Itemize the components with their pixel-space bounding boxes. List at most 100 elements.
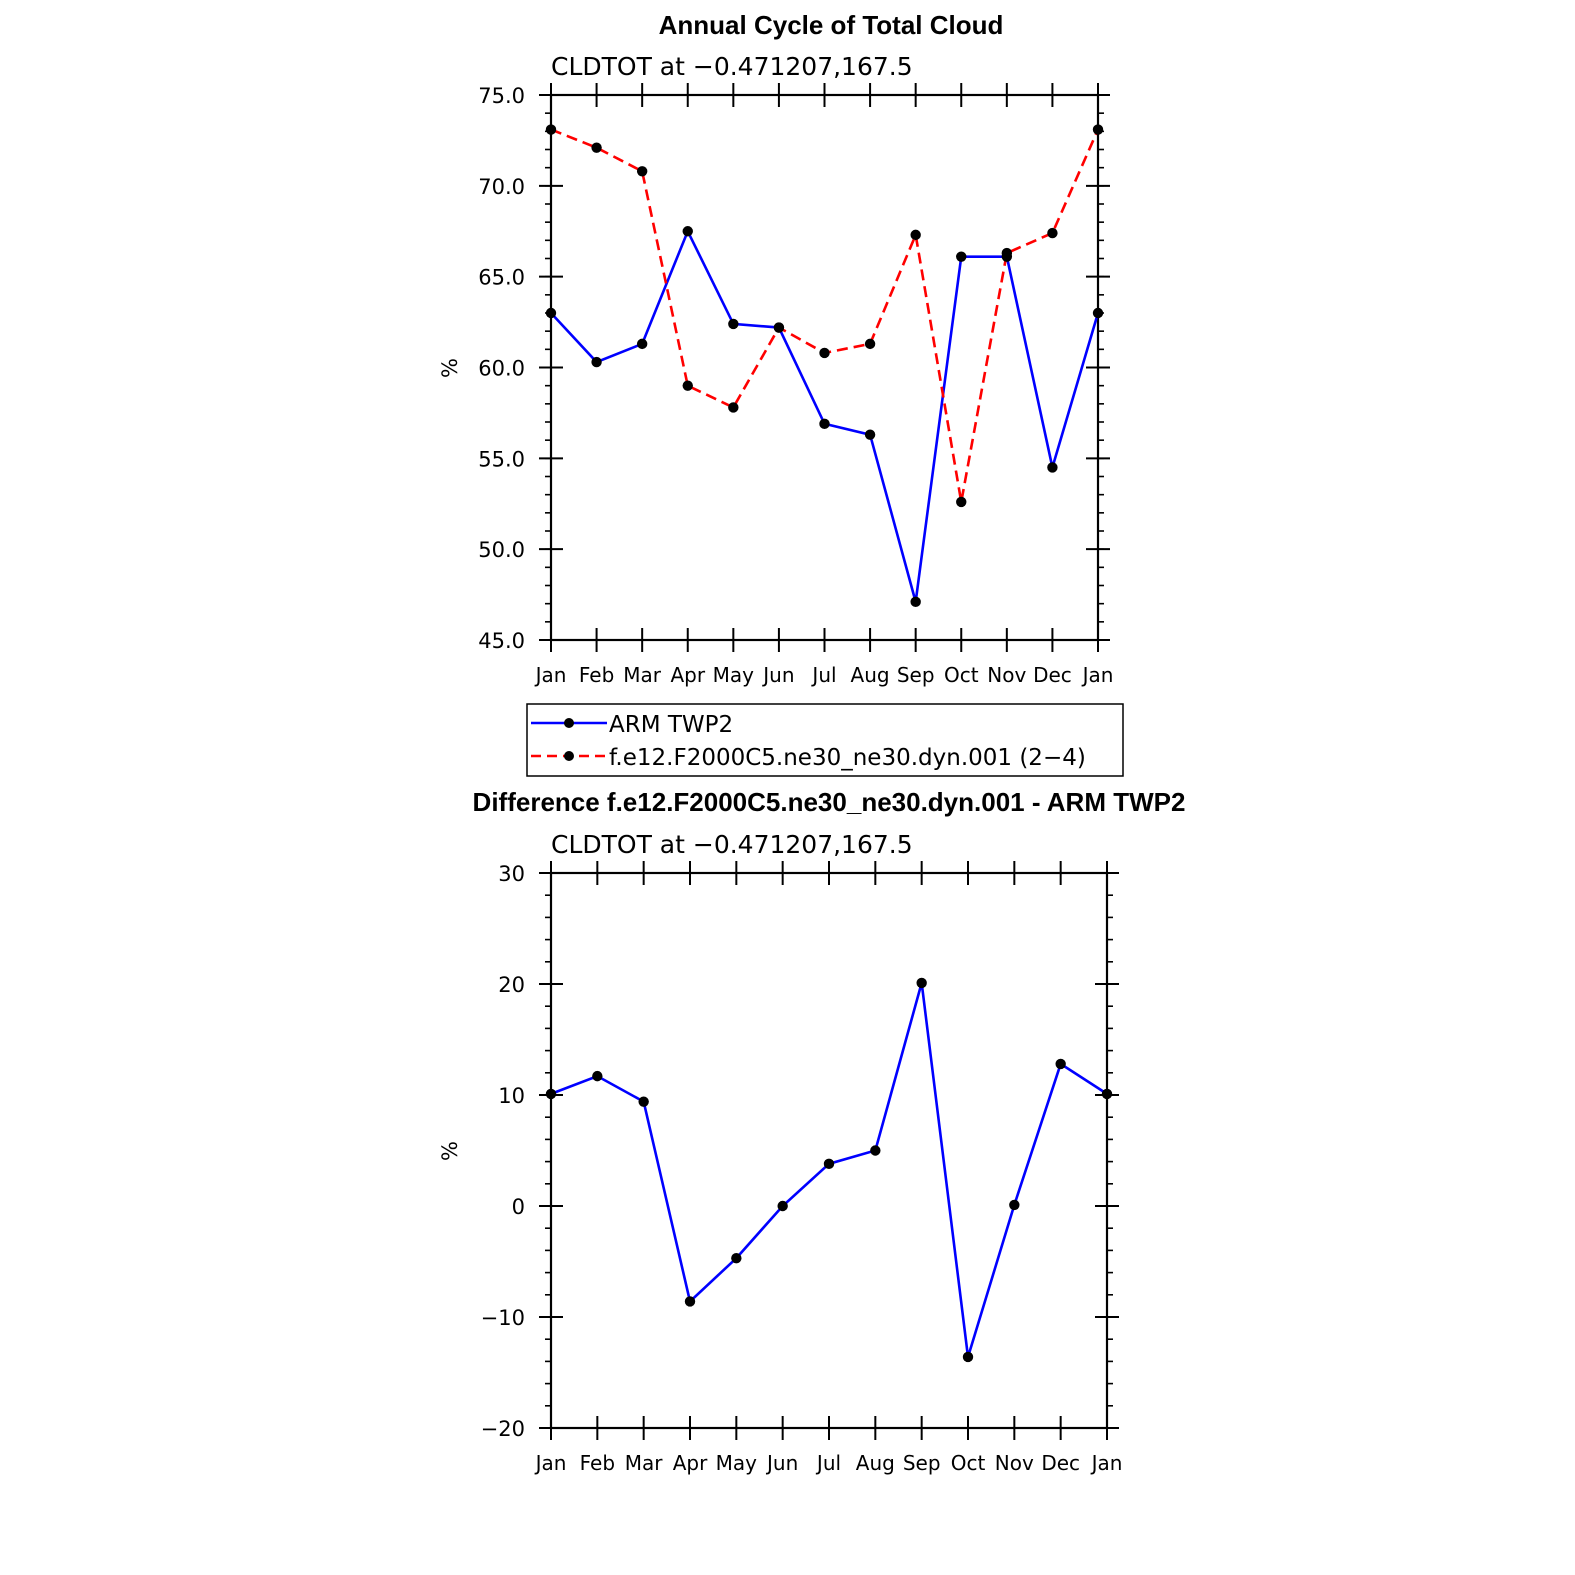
- y-tick-label: −20: [481, 1417, 525, 1441]
- data-point: [910, 229, 921, 241]
- plot-axes: [539, 83, 1110, 652]
- y-tick-label: 50.0: [478, 538, 525, 562]
- x-tick-label: Jan: [534, 663, 567, 687]
- x-tick-label: Jan: [534, 1451, 567, 1475]
- data-point: [1092, 307, 1104, 319]
- chart-subtitle: CLDTOT at −0.471207,167.5: [551, 830, 913, 859]
- x-tick-label: Oct: [951, 1451, 986, 1475]
- y-axis-label: %: [438, 1141, 462, 1161]
- y-tick-label: 45.0: [478, 629, 525, 653]
- data-point: [1055, 1058, 1066, 1070]
- series-layer: [545, 977, 1113, 1363]
- x-tick-label: Sep: [903, 1451, 941, 1475]
- data-point: [638, 1096, 649, 1107]
- data-point: [1001, 247, 1013, 259]
- data-point: [545, 124, 557, 135]
- x-tick-label: Feb: [580, 1451, 615, 1475]
- x-tick-label: Oct: [944, 663, 979, 687]
- x-tick-label: Jul: [815, 1451, 841, 1475]
- y-tick-label: 10: [498, 1084, 525, 1108]
- y-tick-label: 55.0: [478, 447, 525, 471]
- x-tick-label: May: [716, 1451, 758, 1475]
- data-point: [916, 977, 927, 989]
- x-tick-label: Apr: [670, 663, 705, 687]
- y-tick-label: 65.0: [478, 266, 525, 290]
- x-tick-label: Nov: [987, 663, 1026, 687]
- series-line: [550, 982, 1108, 1358]
- data-point: [962, 1351, 974, 1363]
- data-point: [823, 1158, 835, 1170]
- data-point: [1101, 1088, 1113, 1100]
- plot-frame: [549, 93, 1100, 642]
- data-point: [636, 166, 648, 177]
- data-point: [864, 429, 876, 440]
- tick-labels: 30 20 10 0 −10 −20 Jan Feb Mar Apr May Jun Jul Aug Sep…: [481, 862, 1123, 1475]
- legend-label-model: f.e12.F2000C5.ne30_ne30.dyn.001 (2−4): [609, 745, 1086, 771]
- y-axis-label: %: [438, 358, 462, 378]
- chart-title: Difference f.e12.F2000C5.ne30_ne30.dyn.0…: [473, 787, 1186, 817]
- data-point: [1047, 227, 1058, 239]
- data-point: [1092, 124, 1104, 135]
- x-tick-label: Dec: [1041, 1451, 1080, 1475]
- data-point: [682, 226, 693, 237]
- chart-subtitle: CLDTOT at −0.471207,167.5: [551, 52, 913, 81]
- tick-labels: 75.0 70.0 65.0 60.0 55.0 50.0 45.0 Jan Feb Mar Apr…: [478, 84, 1113, 687]
- x-tick-label: Sep: [897, 663, 935, 687]
- x-tick-label: Jun: [765, 1451, 798, 1475]
- x-tick-label: Jan: [1081, 663, 1114, 687]
- x-tick-label: May: [713, 663, 755, 687]
- x-tick-label: Apr: [673, 1451, 708, 1475]
- data-point: [773, 322, 785, 333]
- y-tick-label: 0: [512, 1195, 525, 1219]
- data-point: [1047, 462, 1058, 473]
- legend-label-arm: ARM TWP2: [609, 712, 733, 738]
- y-tick-label: 75.0: [478, 84, 525, 108]
- series-layer: [545, 124, 1104, 608]
- data-point: [545, 1088, 557, 1100]
- data-point: [592, 1070, 603, 1082]
- x-tick-label: Jan: [1090, 1451, 1123, 1475]
- series-line: [550, 128, 1100, 503]
- x-tick-label: Mar: [623, 663, 662, 687]
- x-tick-label: Mar: [625, 1451, 664, 1475]
- data-point: [728, 402, 739, 413]
- x-tick-label: Jun: [761, 663, 794, 687]
- x-tick-label: Aug: [851, 663, 890, 687]
- data-point: [864, 338, 876, 350]
- data-point: [636, 338, 648, 350]
- legend-marker-model: [564, 751, 574, 761]
- data-point: [591, 356, 602, 368]
- data-point: [545, 307, 557, 319]
- x-tick-label: Jul: [810, 663, 836, 687]
- data-point: [910, 596, 921, 608]
- x-tick-label: Dec: [1033, 663, 1072, 687]
- plot-axes: [539, 861, 1119, 1440]
- x-tick-label: Nov: [995, 1451, 1034, 1475]
- data-point: [819, 347, 830, 359]
- data-point: [1009, 1199, 1020, 1211]
- legend-marker-arm: [564, 718, 574, 728]
- series-line: [550, 228, 1100, 603]
- y-tick-label: 60.0: [478, 357, 525, 381]
- plot-frame: [549, 871, 1109, 1430]
- legend: ARM TWP2 f.e12.F2000C5.ne30_ne30.dyn.001…: [526, 703, 1124, 777]
- data-point: [956, 496, 967, 508]
- x-tick-label: Feb: [579, 663, 614, 687]
- data-point: [728, 318, 739, 330]
- difference-chart: Difference f.e12.F2000C5.ne30_ne30.dyn.0…: [438, 787, 1185, 1475]
- data-point: [777, 1200, 788, 1212]
- data-point: [731, 1252, 742, 1264]
- chart-title: Annual Cycle of Total Cloud: [659, 10, 1004, 40]
- data-point: [819, 418, 830, 430]
- x-tick-label: Aug: [856, 1451, 895, 1475]
- y-tick-label: −10: [481, 1306, 525, 1330]
- data-point: [870, 1145, 881, 1156]
- data-point: [684, 1296, 696, 1307]
- y-tick-label: 30: [498, 862, 525, 886]
- y-tick-label: 70.0: [478, 175, 525, 199]
- data-point: [591, 142, 602, 153]
- data-point: [956, 251, 967, 262]
- legend-frame: [526, 703, 1124, 777]
- y-tick-label: 20: [498, 973, 525, 997]
